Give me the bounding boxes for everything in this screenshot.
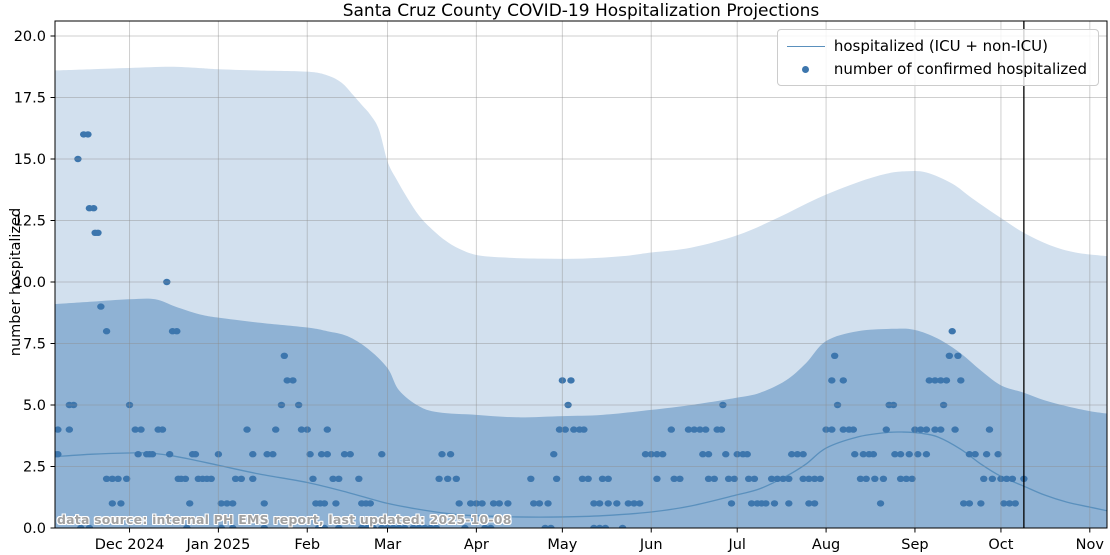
svg-text:Nov: Nov	[1076, 537, 1105, 553]
legend-item-hospitalized: hospitalized (ICU + non-ICU)	[786, 37, 1087, 55]
svg-text:20.0: 20.0	[14, 29, 46, 45]
legend-item-confirmed: number of confirmed hospitalized	[787, 60, 1087, 78]
chart-title: Santa Cruz County COVID-19 Hospitalizati…	[342, 1, 820, 21]
svg-text:5.0: 5.0	[23, 398, 46, 414]
legend-label: number of confirmed hospitalized	[833, 60, 1087, 78]
svg-text:Jan 2025: Jan 2025	[185, 537, 250, 553]
svg-text:Jul: Jul	[727, 537, 746, 553]
svg-text:2.5: 2.5	[23, 460, 46, 476]
svg-text:15.0: 15.0	[14, 152, 46, 168]
y-axis-label: number hospitalized	[8, 207, 24, 357]
dot-marker-icon	[802, 65, 810, 73]
svg-text:0.0: 0.0	[23, 521, 46, 537]
svg-text:Feb: Feb	[294, 537, 320, 553]
legend-dot-sample	[787, 61, 825, 77]
legend: hospitalized (ICU + non-ICU) number of c…	[776, 29, 1099, 86]
line-marker-icon	[786, 45, 825, 47]
svg-text:7.5: 7.5	[23, 337, 46, 353]
svg-text:Apr: Apr	[464, 537, 489, 553]
data-source-annotation: data source: internal PH EMS report, las…	[57, 512, 512, 527]
svg-text:Jun: Jun	[639, 537, 663, 553]
legend-line-sample	[786, 38, 825, 54]
svg-text:12.5: 12.5	[14, 214, 46, 230]
svg-text:Mar: Mar	[374, 537, 401, 553]
svg-text:17.5: 17.5	[14, 91, 46, 107]
svg-text:Sep: Sep	[901, 537, 928, 553]
svg-text:Oct: Oct	[988, 537, 1013, 553]
svg-text:May: May	[547, 537, 577, 553]
svg-text:Aug: Aug	[812, 537, 840, 553]
svg-text:10.0: 10.0	[14, 275, 46, 291]
svg-text:Dec 2024: Dec 2024	[95, 537, 165, 553]
legend-label: hospitalized (ICU + non-ICU)	[833, 37, 1048, 55]
